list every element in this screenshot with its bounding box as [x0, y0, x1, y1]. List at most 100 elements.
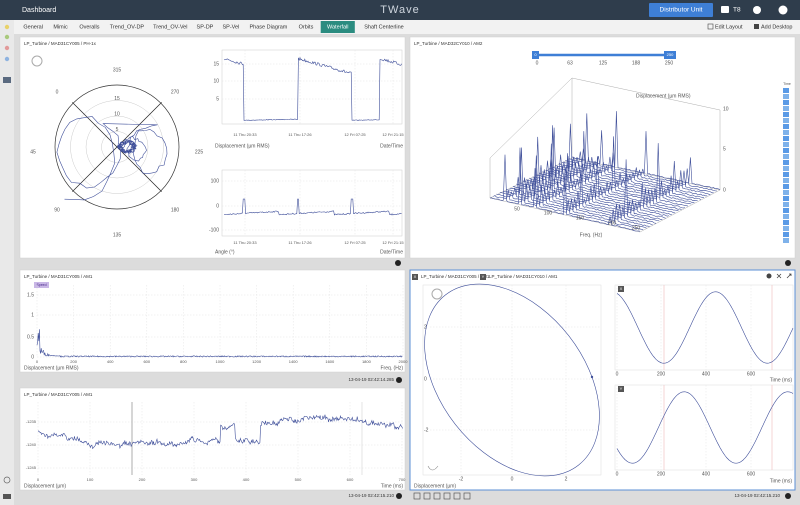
panel: [19, 387, 406, 491]
x-tick-label: 12 Fri 21:15: [382, 240, 404, 245]
x-tick-label: 0: [37, 477, 40, 482]
player-control[interactable]: [453, 492, 461, 500]
info-icon[interactable]: [396, 377, 402, 383]
time-slider-step[interactable]: [783, 88, 789, 93]
info-icon[interactable]: [396, 493, 402, 499]
x-tick-label: 2: [565, 476, 568, 482]
user-icon[interactable]: [778, 5, 788, 15]
tab-active[interactable]: [320, 21, 355, 33]
waterfall-trace: [552, 163, 701, 201]
time-slider-step[interactable]: [783, 118, 789, 123]
x-tick-label: 1400: [289, 359, 299, 364]
slider-handle[interactable]: [664, 51, 676, 59]
x-tick-label: 400: [702, 471, 711, 477]
add-desktop[interactable]: Add Desktop: [761, 24, 793, 30]
keyboard-icon[interactable]: [3, 494, 11, 499]
axis-label: Angle (°): [215, 249, 235, 255]
help-icon[interactable]: [753, 6, 761, 14]
player-control[interactable]: [443, 492, 451, 500]
time-slider-step[interactable]: [783, 172, 789, 177]
sidebar-dot[interactable]: [4, 24, 10, 30]
x-tick-label: 12 Fri 07:25: [344, 132, 366, 137]
time-slider-step[interactable]: [783, 94, 789, 99]
waterfall-trace: [571, 111, 721, 191]
polar-angle-label: 315: [113, 67, 122, 73]
time-slider-step[interactable]: [783, 220, 789, 225]
y-tick-label: -1245: [26, 465, 37, 470]
time-slider-step[interactable]: [783, 202, 789, 207]
time-slider-step[interactable]: [783, 238, 789, 243]
time-slider-step[interactable]: [783, 130, 789, 135]
expand-icon[interactable]: [786, 273, 792, 279]
sidebar-dot[interactable]: [4, 45, 10, 51]
slider-value: 250: [667, 52, 674, 57]
waterfall-trace: [519, 171, 669, 217]
logo: TWave: [380, 4, 419, 16]
player-control[interactable]: [413, 492, 421, 500]
user-label[interactable]: T8: [733, 7, 741, 14]
tab: Orbits: [299, 24, 314, 30]
slider-value: 0: [534, 52, 537, 57]
info-icon[interactable]: [785, 493, 791, 499]
time-slider-step[interactable]: [783, 100, 789, 105]
sidebar-list-icon[interactable]: [3, 77, 11, 83]
panel-title: LP_Turbine / MAD31CY005 / PH-1x: [24, 41, 97, 46]
time-slider-step[interactable]: [783, 184, 789, 189]
dashboard-menu[interactable]: Dashboard: [22, 7, 56, 14]
add-icon[interactable]: [754, 24, 759, 29]
slider-handle[interactable]: [532, 51, 539, 59]
unit-label[interactable]: Distributor Unit: [660, 7, 703, 14]
waterfall-trace: [532, 160, 682, 211]
history-icon[interactable]: [3, 476, 11, 484]
refresh-icon[interactable]: [31, 55, 43, 67]
close-icon[interactable]: [776, 273, 782, 279]
time-slider-step[interactable]: [783, 160, 789, 165]
time-slider-step[interactable]: [783, 226, 789, 231]
time-slider-step[interactable]: [783, 232, 789, 237]
waterfall-trace: [549, 162, 698, 201]
channel-badge-label: Y: [620, 386, 623, 391]
x-tick-label: 600: [347, 477, 354, 482]
player-control[interactable]: [433, 492, 441, 500]
edit-icon[interactable]: [707, 23, 714, 30]
x-tick-label: 1000: [216, 359, 226, 364]
edit-layout[interactable]: Edit Layout: [715, 24, 743, 30]
tab: SP-Vel: [222, 24, 239, 30]
info-icon[interactable]: [785, 260, 791, 266]
sidebar-dot[interactable]: [4, 34, 10, 40]
info-icon[interactable]: [395, 260, 401, 266]
player-control[interactable]: [463, 492, 471, 500]
time-slider-step[interactable]: [783, 106, 789, 111]
x-tick-label: 1600: [325, 359, 335, 364]
time-slider-step[interactable]: [783, 124, 789, 129]
z-tick-label: 5: [723, 146, 726, 152]
time-slider-step[interactable]: [783, 112, 789, 117]
sidebar-dot[interactable]: [4, 56, 10, 62]
time-slider-step[interactable]: [783, 190, 789, 195]
time-slider-step[interactable]: [783, 136, 789, 141]
player-control[interactable]: [423, 492, 431, 500]
top-bar: [0, 0, 800, 20]
time-slider-step[interactable]: [783, 214, 789, 219]
time-slider-step[interactable]: [783, 196, 789, 201]
x-tick-label: 700: [399, 477, 406, 482]
time-slider-step[interactable]: [783, 166, 789, 171]
settings-icon[interactable]: [766, 273, 772, 279]
time-slider-step[interactable]: [783, 148, 789, 153]
y-tick-label: 0: [31, 354, 34, 360]
time-slider-step[interactable]: [783, 142, 789, 147]
axis-label: Displacement (µm RMS): [636, 93, 691, 99]
time-slider-step[interactable]: [783, 154, 789, 159]
x-tick-label: 300: [191, 477, 198, 482]
message-icon[interactable]: [721, 6, 729, 13]
channel-badge-label: Y: [482, 274, 485, 279]
plot-frame: [221, 49, 403, 125]
x-tick-label: 11 Thu 20:33: [233, 240, 257, 245]
refresh-icon[interactable]: [431, 288, 443, 300]
sine-line: [616, 391, 794, 464]
time-slider-step[interactable]: [783, 178, 789, 183]
y-tick-label: 0: [424, 376, 427, 382]
unit-button[interactable]: [649, 3, 713, 17]
time-slider-step[interactable]: [783, 208, 789, 213]
panel-title: LP_Turbine / MAD32CY010 / AM2: [414, 41, 483, 46]
